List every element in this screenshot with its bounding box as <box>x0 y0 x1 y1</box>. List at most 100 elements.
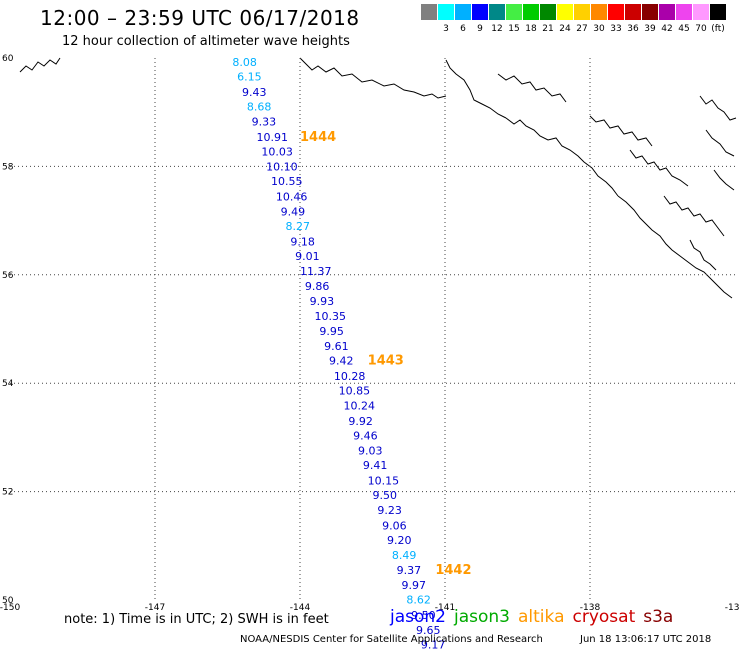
coastline <box>19 57 737 299</box>
satellite-legend-jason3: jason3 <box>454 607 510 627</box>
lat-lon-grid <box>10 58 735 600</box>
lat-tick-label: 54 <box>2 379 14 389</box>
color-scale-label: 33 <box>610 24 622 34</box>
footer-credit: NOAA/NESDIS Center for Satellite Applica… <box>240 634 543 645</box>
satellite-legend: jason2 jason3 altika cryosat s3a <box>390 607 681 627</box>
wave-height-label: 9.92 <box>348 415 373 428</box>
wave-height-label: 9.50 <box>373 489 398 502</box>
wave-height-label: 10.28 <box>334 370 366 383</box>
wave-height-label: 8.49 <box>392 549 417 562</box>
wave-height-label: 9.41 <box>363 459 388 472</box>
wave-height-label: 9.37 <box>397 564 422 577</box>
color-scale-label: 12 <box>491 24 503 34</box>
color-scale-swatch <box>591 4 607 20</box>
color-scale-swatch <box>489 4 505 20</box>
wave-height-label: 8.27 <box>286 220 311 233</box>
wave-height-label: 6.15 <box>237 71 262 84</box>
map-title: 12:00 – 23:59 UTC 06/17/2018 <box>40 6 360 30</box>
color-scale-label: 45 <box>678 24 690 34</box>
wave-height-label: 9.23 <box>377 504 402 517</box>
wave-height-label: 10.10 <box>266 161 298 174</box>
pass-number-labels: 1444144314421441 <box>300 130 472 578</box>
lon-tick-label: -135 <box>725 603 740 613</box>
wave-height-label: 9.18 <box>290 235 315 248</box>
color-scale-label: 24 <box>559 24 571 34</box>
color-scale-swatch <box>455 4 471 20</box>
color-scale-label: 39 <box>644 24 656 34</box>
axis-tick-labels: -150 -147 -144 -141 -138 -135 60 58 56 54 52 50 <box>0 54 740 613</box>
color-scale-label: 3 <box>443 24 449 34</box>
map-subtitle: 12 hour collection of altimeter wave hei… <box>62 34 350 49</box>
wave-height-label: 10.03 <box>261 145 293 158</box>
color-scale-label: 70 <box>695 24 707 34</box>
color-scale-swatch <box>693 4 709 20</box>
lon-tick-label: -150 <box>0 603 20 613</box>
wave-height-label: 10.15 <box>368 474 400 487</box>
color-scale-swatch <box>506 4 522 20</box>
wave-height-label: 9.20 <box>387 534 412 547</box>
wave-height-label: 10.46 <box>276 190 308 203</box>
wave-height-label: 10.35 <box>315 310 347 323</box>
wave-height-label: 9.46 <box>353 429 378 442</box>
lon-tick-label: -141 <box>435 603 455 613</box>
lon-tick-label: -147 <box>145 603 165 613</box>
color-scale-label: 18 <box>525 24 537 34</box>
wave-height-label: 8.62 <box>406 594 431 607</box>
wave-height-label: 9.95 <box>319 325 344 338</box>
footer-note: note: 1) Time is in UTC; 2) SWH is in fe… <box>64 612 329 627</box>
wave-height-label: 9.42 <box>329 355 354 368</box>
lat-tick-label: 58 <box>2 162 14 172</box>
color-scale-swatch <box>659 4 675 20</box>
wave-height-label: 9.01 <box>295 250 320 263</box>
footer-timestamp: Jun 18 13:06:17 UTC 2018 <box>580 634 712 645</box>
wave-height-label: 9.49 <box>281 206 306 219</box>
color-scale-swatch <box>472 4 488 20</box>
color-scale-swatch <box>625 4 641 20</box>
wave-height-label: 9.43 <box>242 86 267 99</box>
color-scale-swatch <box>574 4 590 20</box>
satellite-legend-s3a: s3a <box>643 607 674 627</box>
wave-height-label: 10.91 <box>257 131 289 144</box>
wave-height-label: 9.03 <box>358 445 383 458</box>
wave-height-label: 9.06 <box>382 519 407 532</box>
color-scale-label: 27 <box>576 24 588 34</box>
lon-tick-label: -138 <box>580 603 601 613</box>
pass-number-label: 1442 <box>435 563 471 578</box>
color-scale-swatch <box>540 4 556 20</box>
lat-tick-label: 52 <box>2 488 13 498</box>
pass-number-label: 1443 <box>368 354 404 369</box>
satellite-legend-cryosat: cryosat <box>572 607 636 627</box>
wave-height-label: 9.93 <box>310 295 335 308</box>
pass-number-label: 1444 <box>300 130 336 145</box>
wave-height-label: 9.97 <box>402 579 427 592</box>
wave-height-label: 9.33 <box>252 116 277 129</box>
color-scale-swatch <box>421 4 437 20</box>
color-scale-label: 21 <box>542 24 554 34</box>
color-scale-swatch <box>608 4 624 20</box>
wave-height-label: 10.85 <box>339 384 371 397</box>
wave-height-label: 9.50 <box>411 609 436 622</box>
wave-height-label: 11.37 <box>300 265 332 278</box>
color-scale-label: 9 <box>477 24 483 34</box>
color-scale-label: 6 <box>460 24 466 34</box>
color-scale-label: 42 <box>661 24 673 34</box>
color-scale-swatch <box>557 4 573 20</box>
lat-tick-label: 56 <box>2 271 14 281</box>
wave-height-label: 9.61 <box>324 340 349 353</box>
wave-height-label: 8.68 <box>247 100 271 113</box>
satellite-legend-altika: altika <box>518 607 565 627</box>
color-scale-label: (ft) <box>711 24 725 34</box>
color-scale-swatch <box>523 4 539 20</box>
color-scale-swatch <box>642 4 658 20</box>
wave-height-label: 10.24 <box>344 400 376 413</box>
color-scale-label: 30 <box>593 24 605 34</box>
color-scale-swatch <box>710 4 726 20</box>
wave-height-label: 8.08 <box>232 56 256 69</box>
satellite-legend-jason2: jason2 <box>390 607 446 627</box>
wave-height-label: 9.86 <box>305 280 330 293</box>
lat-tick-label: 50 <box>2 596 14 606</box>
color-scale-swatch <box>438 4 454 20</box>
wave-height-label: 9.17 <box>421 639 446 650</box>
